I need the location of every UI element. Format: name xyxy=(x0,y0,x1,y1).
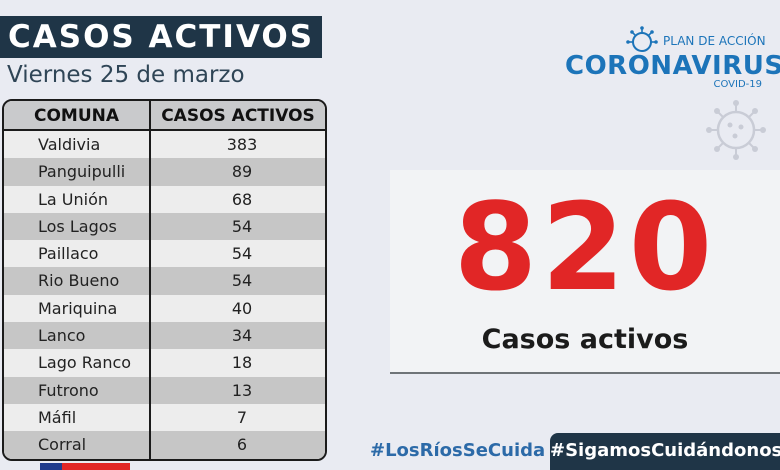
table-body: Valdivia 383 Panguipulli 89 La Unión 68 Los… xyxy=(4,131,325,459)
table-row: Rio Bueno 54 xyxy=(4,267,325,295)
coronavirus-logo: PLAN DE ACCIÓN CORONAVIRUS COVID-19 xyxy=(560,26,780,96)
total-cases-panel: 820 Casos activos xyxy=(390,170,780,374)
virus-decoration-icon xyxy=(706,100,766,160)
casos-cell: 7 xyxy=(236,407,248,427)
comuna-cell: Máfil xyxy=(4,403,151,432)
comuna-cell: Panguipulli xyxy=(4,158,151,186)
casos-cell: 40 xyxy=(231,298,253,318)
table-row: Futrono 13 xyxy=(4,376,325,404)
casos-cell: 68 xyxy=(231,189,253,209)
table-row: Mariquina 40 xyxy=(4,294,325,323)
comuna-cell: Lago Ranco xyxy=(4,349,151,377)
page-title: CASOS ACTIVOS xyxy=(0,16,322,58)
table-row: Lago Ranco 18 xyxy=(4,349,325,377)
flag-strip xyxy=(40,463,130,470)
cases-table: COMUNA CASOS ACTIVOS Valdivia 383 Panguip… xyxy=(2,99,327,461)
column-header-casos: CASOS ACTIVOS xyxy=(161,106,315,126)
casos-cell: 13 xyxy=(231,380,253,400)
table-row: Lanco 34 xyxy=(4,322,325,350)
comuna-cell: Rio Bueno xyxy=(4,267,151,295)
table-row: Los Lagos 54 xyxy=(4,212,325,241)
comuna-cell: Lanco xyxy=(4,322,151,350)
total-cases-label: Casos activos xyxy=(481,324,689,355)
casos-cell: 6 xyxy=(236,435,248,455)
flag-blue-segment xyxy=(40,463,62,470)
hashtag-los-rios: #LosRíosSeCuida xyxy=(370,440,546,461)
total-cases-value: 820 xyxy=(453,179,717,318)
comuna-cell: Paillaco xyxy=(4,240,151,268)
hashtag-sigamos: #SigamosCuidándonos xyxy=(550,433,780,470)
table-row: Valdivia 383 xyxy=(4,131,325,159)
comuna-cell: Valdivia xyxy=(4,131,151,159)
logo-subtitle-text: COVID-19 xyxy=(713,79,762,90)
column-header-comuna: COMUNA xyxy=(4,101,151,129)
comuna-cell: Futrono xyxy=(4,376,151,404)
flag-red-segment xyxy=(62,463,130,470)
table-row: Corral 6 xyxy=(4,431,325,459)
casos-cell: 18 xyxy=(231,353,253,373)
logo-name-text: CORONAVIRUS xyxy=(565,51,780,81)
table-row: Paillaco 54 xyxy=(4,240,325,268)
comuna-cell: Mariquina xyxy=(4,294,151,323)
table-header: COMUNA CASOS ACTIVOS xyxy=(4,101,325,131)
virus-icon xyxy=(626,26,658,52)
table-row: Máfil 7 xyxy=(4,403,325,432)
casos-cell: 54 xyxy=(231,271,253,291)
table-row: Panguipulli 89 xyxy=(4,158,325,186)
casos-cell: 54 xyxy=(231,216,253,236)
comuna-cell: Los Lagos xyxy=(4,212,151,241)
casos-cell: 54 xyxy=(231,244,253,264)
comuna-cell: La Unión xyxy=(4,185,151,213)
casos-cell: 89 xyxy=(231,162,253,182)
casos-cell: 34 xyxy=(231,326,253,346)
table-row: La Unión 68 xyxy=(4,185,325,213)
report-date: Viernes 25 de marzo xyxy=(7,62,245,88)
comuna-cell: Corral xyxy=(4,431,151,459)
logo-plan-text: PLAN DE ACCIÓN xyxy=(663,34,766,48)
casos-cell: 383 xyxy=(226,135,258,154)
